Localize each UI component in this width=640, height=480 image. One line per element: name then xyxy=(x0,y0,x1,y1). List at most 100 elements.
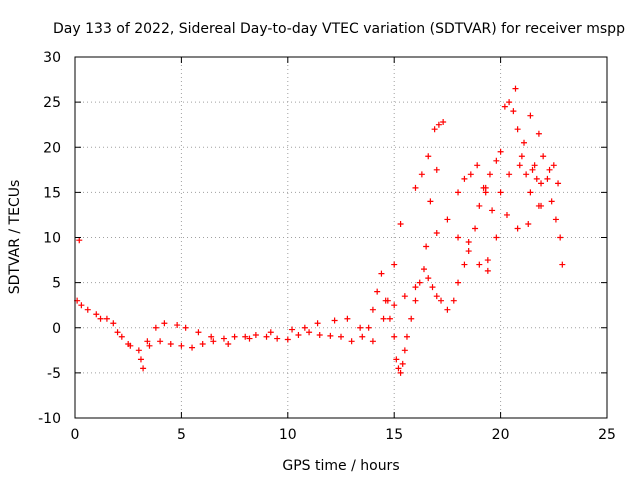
data-point xyxy=(516,162,523,169)
data-point xyxy=(538,180,545,187)
data-point xyxy=(127,342,134,349)
data-point xyxy=(359,333,366,340)
data-point xyxy=(433,293,440,300)
grid xyxy=(75,57,607,418)
data-point xyxy=(161,320,168,327)
data-point xyxy=(295,331,302,338)
data-point xyxy=(455,189,462,196)
data-point xyxy=(450,297,457,304)
data-point xyxy=(210,338,217,345)
data-point xyxy=(484,257,491,264)
data-point xyxy=(384,297,391,304)
data-point xyxy=(289,326,296,333)
data-point xyxy=(314,320,321,327)
data-point xyxy=(208,333,215,340)
data-point xyxy=(110,320,117,327)
data-point xyxy=(344,315,351,322)
data-point xyxy=(489,207,496,214)
y-tick-label: 10 xyxy=(43,231,61,247)
data-point xyxy=(429,284,436,291)
data-point xyxy=(433,166,440,173)
y-tick-label: -10 xyxy=(38,411,61,427)
data-point xyxy=(78,302,85,309)
data-point xyxy=(412,297,419,304)
data-point xyxy=(93,311,100,318)
data-point xyxy=(472,225,479,232)
data-point xyxy=(431,126,438,133)
data-point xyxy=(527,189,534,196)
x-tick-label: 10 xyxy=(279,427,297,443)
y-axis-label: SDTVAR / TECUs xyxy=(7,180,23,295)
data-point xyxy=(474,162,481,169)
data-point xyxy=(408,315,415,322)
data-point xyxy=(501,103,508,110)
data-point xyxy=(242,333,249,340)
data-point xyxy=(438,297,445,304)
data-point xyxy=(401,347,408,354)
data-point xyxy=(114,329,121,336)
data-point xyxy=(397,369,404,376)
y-tick-label: -5 xyxy=(47,366,61,382)
data-point xyxy=(220,335,227,342)
series-sdtvar xyxy=(74,85,566,376)
data-point xyxy=(476,202,483,209)
x-axis-label: GPS time / hours xyxy=(282,458,399,474)
data-point xyxy=(523,171,530,178)
data-point xyxy=(391,302,398,309)
data-point xyxy=(365,324,372,331)
data-point xyxy=(455,234,462,241)
data-point xyxy=(118,333,125,340)
y-tick-label: 5 xyxy=(52,276,61,292)
data-point xyxy=(380,315,387,322)
data-point xyxy=(84,306,91,313)
x-tick-label: 5 xyxy=(177,427,186,443)
data-point xyxy=(427,198,434,205)
data-point xyxy=(401,293,408,300)
data-point xyxy=(521,139,528,146)
data-point xyxy=(144,338,151,345)
data-point xyxy=(306,329,313,336)
data-point xyxy=(510,108,517,115)
data-point xyxy=(399,360,406,367)
data-points xyxy=(74,85,566,376)
data-point xyxy=(395,365,402,372)
data-point xyxy=(455,279,462,286)
data-point xyxy=(425,153,432,160)
data-point xyxy=(316,331,323,338)
data-point xyxy=(267,329,274,336)
data-point xyxy=(174,322,181,329)
data-point xyxy=(357,324,364,331)
x-tick-label: 0 xyxy=(71,427,80,443)
data-point xyxy=(557,234,564,241)
x-tick-label: 15 xyxy=(385,427,403,443)
axis-ticks: 0 5 10 15 20 25 -10 -5 0 5 10 15 20 25 30 xyxy=(38,50,616,443)
data-point xyxy=(103,315,110,322)
data-point xyxy=(527,112,534,119)
data-point xyxy=(397,220,404,227)
data-point xyxy=(444,306,451,313)
data-point xyxy=(525,220,532,227)
x-tick-label: 25 xyxy=(598,427,616,443)
data-point xyxy=(420,266,427,273)
data-point xyxy=(263,333,270,340)
data-point xyxy=(538,202,545,209)
data-point xyxy=(544,175,551,182)
chart-title: Day 133 of 2022, Sidereal Day-to-day VTE… xyxy=(53,21,625,37)
data-point xyxy=(425,275,432,282)
data-point xyxy=(331,317,338,324)
data-point xyxy=(338,333,344,340)
data-point xyxy=(412,184,419,191)
data-point xyxy=(493,234,500,241)
data-point xyxy=(461,175,468,182)
data-point xyxy=(182,324,189,331)
data-point xyxy=(506,171,513,178)
data-point xyxy=(393,356,400,363)
data-point xyxy=(369,338,376,345)
data-point xyxy=(444,216,451,223)
data-point xyxy=(140,365,147,372)
data-point xyxy=(369,306,376,313)
data-point xyxy=(440,118,447,125)
data-point xyxy=(467,171,474,178)
data-point xyxy=(348,338,355,345)
y-tick-label: 30 xyxy=(43,50,61,66)
